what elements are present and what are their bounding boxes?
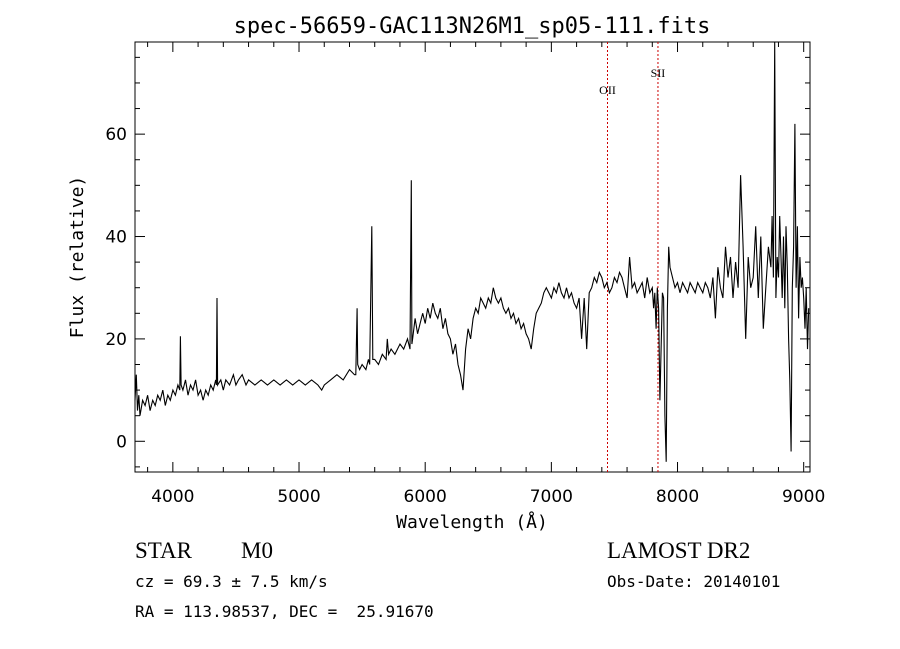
y-tick-label: 0 bbox=[116, 432, 127, 452]
x-tick-label: 8000 bbox=[656, 487, 699, 507]
x-axis-label: Wavelength (Å) bbox=[396, 511, 548, 533]
x-tick-label: 6000 bbox=[404, 487, 447, 507]
object-subclass: M0 bbox=[241, 538, 273, 563]
chart-title: spec-56659-GAC113N26M1_sp05-111.fits bbox=[234, 14, 711, 39]
y-tick-label: 40 bbox=[105, 228, 127, 248]
x-tick-label: 7000 bbox=[530, 487, 573, 507]
x-tick-label: 9000 bbox=[782, 487, 825, 507]
line-label-sii: SII bbox=[651, 66, 666, 80]
survey-name: LAMOST DR2 bbox=[607, 538, 751, 563]
y-tick-label: 60 bbox=[105, 125, 127, 145]
redshift-value: cz = 69.3 ± 7.5 km/s bbox=[135, 572, 328, 591]
y-axis-label: Flux (relative) bbox=[67, 176, 88, 339]
spectrum-line bbox=[134, 41, 810, 462]
marker-layer: OII SII bbox=[599, 42, 665, 472]
y-tick-label: 20 bbox=[105, 330, 127, 350]
coordinates: RA = 113.98537, DEC = 25.91670 bbox=[135, 602, 434, 621]
line-label-oii: OII bbox=[599, 83, 616, 97]
object-class: STAR bbox=[135, 538, 192, 563]
x-tick-label: 4000 bbox=[151, 487, 194, 507]
axis-ticks: 4000 5000 6000 7000 8000 9000 0 20 40 60 bbox=[105, 42, 825, 507]
obs-date: Obs-Date: 20140101 bbox=[607, 572, 781, 591]
plot-frame bbox=[134, 41, 811, 473]
x-tick-label: 5000 bbox=[277, 487, 320, 507]
